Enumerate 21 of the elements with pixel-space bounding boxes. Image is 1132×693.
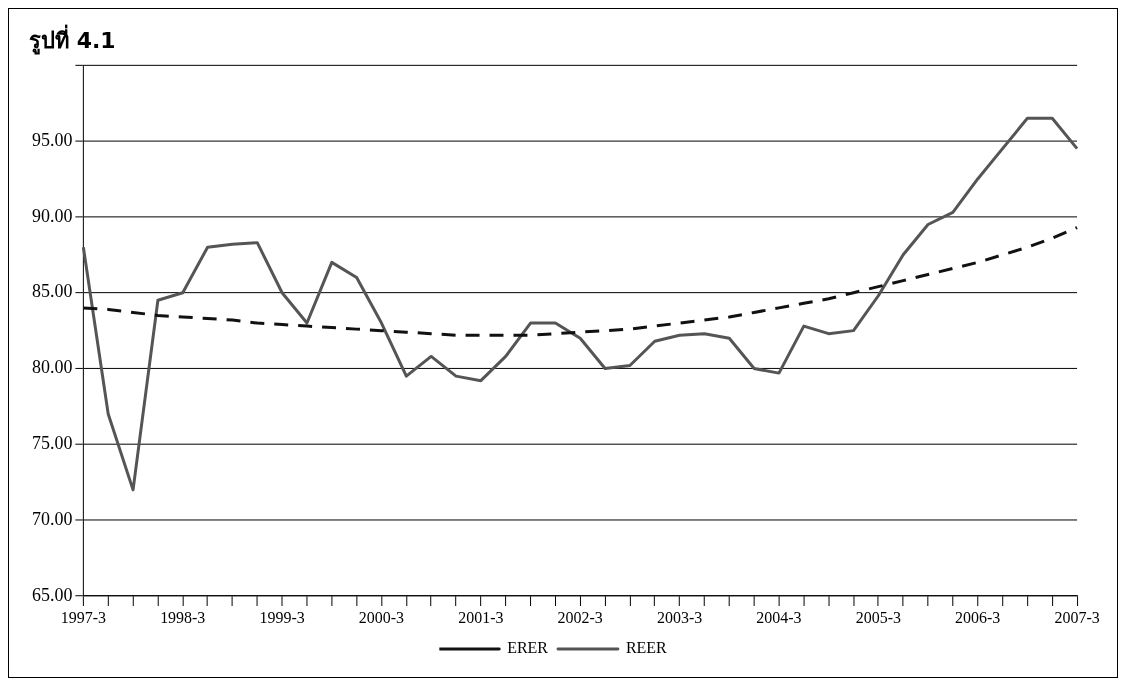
x-tick-label: 1998-3: [160, 608, 206, 626]
x-tick-label: 2005-3: [855, 608, 901, 626]
y-tick-label: 85.00: [32, 281, 73, 302]
chart-title: รูปที่ 4.1: [28, 23, 116, 55]
y-tick-label: 95.00: [32, 129, 73, 150]
legend-label: ERER: [507, 639, 549, 657]
y-tick-label: 90.00: [32, 205, 73, 226]
x-tick-label: 2001-3: [458, 608, 504, 626]
y-tick-label: 75.00: [32, 433, 73, 454]
x-tick-label: 2002-3: [557, 608, 603, 626]
x-tick-label: 1997-3: [60, 608, 106, 626]
legend-label: REER: [625, 639, 668, 657]
y-tick-label: 65.00: [32, 584, 73, 605]
x-tick-label: 2006-3: [955, 608, 1001, 626]
x-tick-label: 2000-3: [358, 608, 405, 626]
x-tick-label: 2003-3: [656, 608, 703, 626]
x-tick-label: 2004-3: [756, 608, 802, 626]
y-tick-label: 70.00: [32, 508, 73, 529]
x-tick-label: 1999-3: [259, 608, 305, 626]
x-tick-label: 2007-3: [1054, 608, 1100, 626]
y-tick-label: 80.00: [32, 357, 73, 378]
